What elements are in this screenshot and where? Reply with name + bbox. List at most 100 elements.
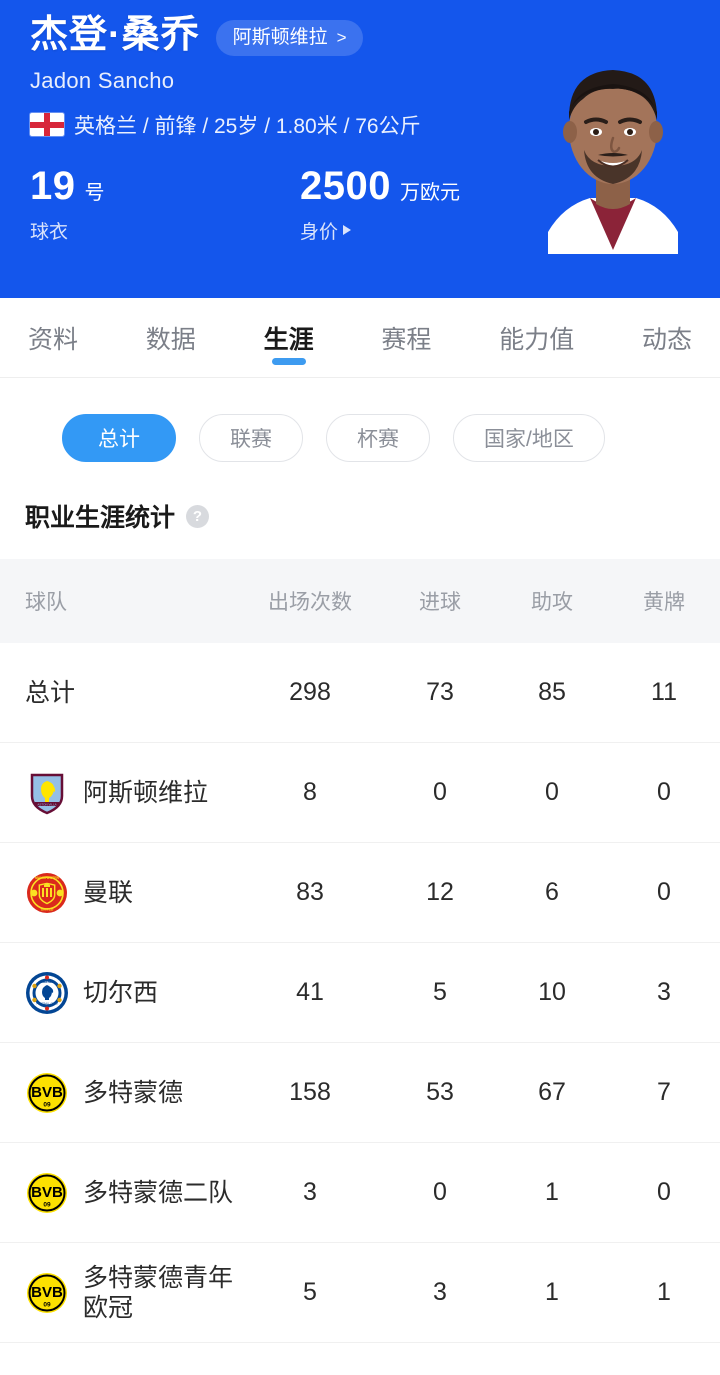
jersey-label-text: 球衣	[30, 221, 69, 243]
cell-assists: 85	[538, 678, 566, 706]
current-club-pill[interactable]: 阿斯顿维拉 >	[215, 19, 363, 56]
player-name-row: 杰登·桑乔 阿斯顿维拉 >	[30, 14, 720, 58]
cell-goals: 0	[433, 778, 447, 806]
table-row[interactable]: MANCHESTER UNITED 曼联 83 12 6 0	[0, 843, 720, 943]
hero-stats-row: 19 号 球衣 2500 万欧元 身价	[30, 166, 720, 244]
cell-assists: 10	[538, 978, 566, 1006]
tab-nenglizhi[interactable]: 能力值	[499, 325, 575, 354]
market-value-stat-block[interactable]: 2500 万欧元 身价	[300, 166, 460, 244]
dortmund-crest-icon: BVB 09	[25, 1271, 69, 1315]
cell-goals: 3	[433, 1278, 447, 1306]
row-team-cell: 总计	[0, 678, 236, 708]
team-name: 总计	[25, 678, 76, 707]
cell-apps: 83	[296, 878, 324, 906]
cell-apps: 298	[289, 678, 331, 706]
tab-shuju[interactable]: 数据	[145, 325, 196, 354]
cell-assists: 67	[538, 1078, 566, 1106]
team-name: 曼联	[83, 878, 134, 907]
cell-apps: 5	[303, 1278, 317, 1306]
tab-saicheng[interactable]: 赛程	[381, 325, 432, 354]
cell-goals: 73	[426, 678, 454, 706]
cell-assists: 0	[545, 778, 559, 806]
career-stats-title: 职业生涯统计 ?	[0, 462, 720, 534]
tab-dongtai[interactable]: 动态	[641, 325, 692, 354]
cell-yellow: 0	[657, 778, 671, 806]
table-row[interactable]: CHELSEA FOOTBALL CLUB 切尔西 41 5 10 3	[0, 943, 720, 1043]
question-mark-icon[interactable]: ?	[186, 504, 210, 528]
jersey-number: 19	[30, 163, 76, 208]
svg-text:BVB: BVB	[31, 1084, 63, 1101]
player-hero-header: 杰登·桑乔 阿斯顿维拉 > Jadon Sancho 英格兰 / 前锋 / 25…	[0, 0, 720, 298]
triangle-right-icon	[343, 225, 352, 236]
row-team-cell: BVB 09 多特蒙德青年欧冠	[0, 1263, 236, 1323]
cell-goals: 0	[433, 1178, 447, 1206]
table-row[interactable]: 总计 298 73 85 11	[0, 643, 720, 743]
jersey-unit: 号	[84, 181, 105, 204]
column-header-goals: 进球	[419, 591, 461, 614]
cell-assists: 1	[545, 1178, 559, 1206]
career-filter-group: 总计 联赛 杯赛 国家/地区	[0, 378, 720, 462]
cell-yellow: 3	[657, 978, 671, 1006]
cell-yellow: 11	[651, 678, 677, 706]
svg-text:FOOTBALL CLUB: FOOTBALL CLUB	[36, 1001, 57, 1005]
cell-apps: 8	[303, 778, 317, 806]
chelsea-crest-icon: CHELSEA FOOTBALL CLUB	[25, 971, 69, 1015]
row-team-cell: ASTON VILLA 阿斯顿维拉	[0, 771, 236, 815]
svg-text:MANCHESTER: MANCHESTER	[35, 876, 59, 880]
aston-villa-crest-icon: ASTON VILLA	[25, 771, 69, 815]
tab-ziliao[interactable]: 资料	[28, 325, 79, 354]
market-value-number: 2500	[300, 163, 391, 208]
dortmund-crest-icon: BVB 09	[25, 1171, 69, 1215]
cell-assists: 1	[545, 1278, 559, 1306]
column-header-apps: 出场次数	[268, 591, 352, 614]
team-name: 阿斯顿维拉	[83, 778, 209, 807]
cell-yellow: 7	[657, 1078, 671, 1106]
svg-text:09: 09	[43, 1101, 51, 1108]
tab-shengya[interactable]: 生涯	[258, 298, 320, 377]
profile-tabbar: 资料 数据 生涯 赛程 能力值 动态	[0, 298, 720, 378]
cell-assists: 6	[545, 878, 559, 906]
cell-apps: 41	[296, 978, 324, 1006]
svg-text:09: 09	[43, 1201, 51, 1208]
cell-goals: 5	[433, 978, 447, 1006]
page-title: 职业生涯统计	[25, 504, 176, 532]
row-team-cell: MANCHESTER UNITED 曼联	[0, 871, 236, 915]
team-name: 多特蒙德青年欧冠	[83, 1263, 234, 1322]
team-name: 多特蒙德二队	[83, 1178, 234, 1207]
row-team-cell: CHELSEA FOOTBALL CLUB 切尔西	[0, 971, 236, 1015]
column-header-team: 球队	[25, 591, 67, 614]
column-header-yellow: 黄牌	[643, 591, 685, 614]
market-value-label[interactable]: 身价	[300, 217, 460, 244]
cell-yellow: 0	[657, 1178, 671, 1206]
table-row[interactable]: BVB 09 多特蒙德青年欧冠 5 3 1 1	[0, 1243, 720, 1343]
team-name: 切尔西	[83, 978, 159, 1007]
row-team-cell: BVB 09 多特蒙德二队	[0, 1171, 236, 1215]
svg-text:BVB: BVB	[31, 1284, 63, 1301]
team-name: 多特蒙德	[83, 1078, 184, 1107]
filter-league[interactable]: 联赛	[199, 414, 303, 462]
table-row[interactable]: BVB 09 多特蒙德 158 53 67 7	[0, 1043, 720, 1143]
jersey-label: 球衣	[30, 217, 300, 244]
svg-text:UNITED: UNITED	[41, 907, 54, 911]
table-header-row: 球队 出场次数 进球 助攻 黄牌	[0, 559, 720, 643]
svg-text:BVB: BVB	[31, 1184, 63, 1201]
player-portrait	[528, 54, 698, 254]
filter-national[interactable]: 国家/地区	[453, 414, 605, 462]
cell-apps: 3	[303, 1178, 317, 1206]
column-header-assists: 助攻	[531, 591, 573, 614]
cell-goals: 53	[426, 1078, 454, 1106]
cell-yellow: 0	[657, 878, 671, 906]
table-row[interactable]: ASTON VILLA 阿斯顿维拉 8 0 0 0	[0, 743, 720, 843]
filter-cup[interactable]: 杯赛	[326, 414, 430, 462]
svg-text:CHELSEA: CHELSEA	[40, 979, 55, 983]
jersey-stat-block: 19 号 球衣	[30, 166, 300, 244]
svg-text:09: 09	[43, 1301, 51, 1308]
table-row[interactable]: BVB 09 多特蒙德二队 3 0 1 0	[0, 1143, 720, 1243]
market-value-label-text: 身价	[300, 221, 339, 243]
player-name-cn: 杰登·桑乔	[30, 14, 200, 56]
england-flag-icon	[30, 113, 64, 137]
player-name-en: Jadon Sancho	[30, 67, 175, 93]
man-utd-crest-icon: MANCHESTER UNITED	[25, 871, 69, 915]
filter-total[interactable]: 总计	[62, 414, 176, 462]
